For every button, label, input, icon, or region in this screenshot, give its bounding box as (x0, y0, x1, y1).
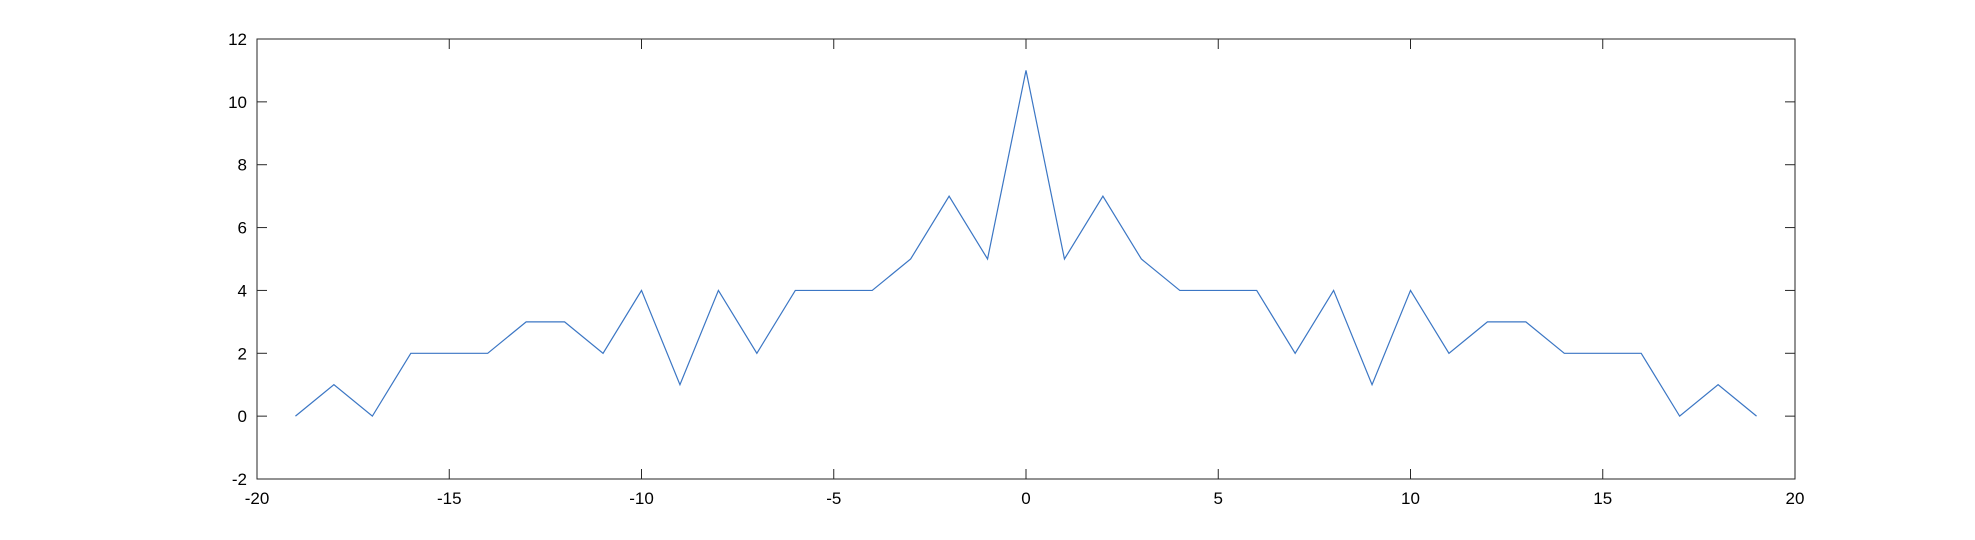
x-tick-label: -5 (826, 489, 841, 508)
y-tick-label: 10 (228, 93, 247, 112)
y-tick-label: 6 (238, 219, 247, 238)
y-tick-label: 2 (238, 344, 247, 363)
x-tick-label: 10 (1401, 489, 1420, 508)
y-tick-label: -2 (232, 470, 247, 489)
x-tick-label: 5 (1214, 489, 1223, 508)
x-tick-label: -10 (629, 489, 654, 508)
x-tick-label: 20 (1786, 489, 1805, 508)
x-tick-label: 15 (1593, 489, 1612, 508)
x-tick-label: -15 (437, 489, 462, 508)
x-tick-label: -20 (245, 489, 270, 508)
y-tick-label: 4 (238, 281, 247, 300)
y-tick-label: 8 (238, 156, 247, 175)
series-line (295, 70, 1757, 418)
plot-frame (256, 38, 1796, 480)
y-tick-label: 0 (238, 407, 247, 426)
y-tick-label: 12 (228, 30, 247, 49)
series-layer (295, 70, 1757, 418)
x-tick-label: 0 (1021, 489, 1030, 508)
